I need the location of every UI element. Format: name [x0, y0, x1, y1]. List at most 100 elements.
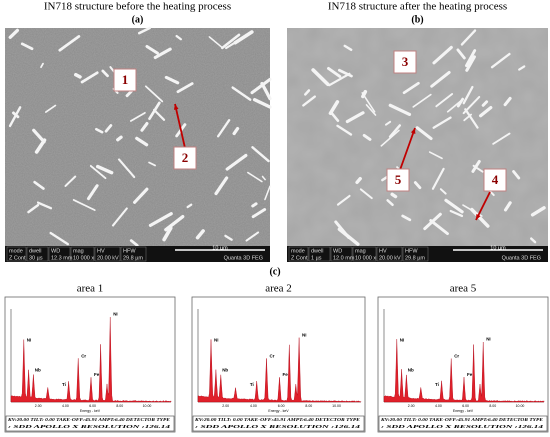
info-cell [352, 246, 377, 262]
precipitate [144, 85, 164, 103]
axis-tick-label: 6.00 [278, 404, 285, 408]
info-header: WD [333, 248, 342, 254]
info-value: 10 000 x [73, 255, 94, 261]
precipitate [432, 116, 452, 129]
spectrum-footer [5, 415, 175, 432]
precipitate [463, 113, 473, 122]
precipitate [8, 106, 22, 128]
info-cell [70, 246, 95, 262]
element-label: Ni [27, 338, 32, 343]
panel-title: IN718 structure before the heating proce… [44, 1, 231, 13]
info-cell [26, 246, 49, 262]
precipitate [72, 199, 96, 211]
precipitate [129, 111, 146, 122]
precipitate [413, 181, 422, 190]
precipitate [195, 229, 205, 240]
marker-label: 5 [395, 172, 402, 187]
spectrum-trace [10, 317, 172, 403]
footer-line: KV:20.00 TILT: 0.00 TAKE-OFF:45.91 AMPT:… [7, 417, 170, 422]
precipitate [148, 161, 156, 167]
precipitate [175, 34, 183, 41]
info-value: 12.3 mm [51, 255, 73, 261]
axis-title: Energy - keV [268, 409, 289, 413]
element-label: Ti [250, 382, 254, 387]
precipitate [481, 100, 489, 107]
precipitate [162, 226, 173, 242]
info-value: 1 µs [311, 255, 322, 261]
instrument: Quanta 3D FEG [502, 255, 541, 261]
precipitate [176, 82, 194, 94]
precipitate [386, 199, 394, 207]
precipitate [518, 65, 526, 71]
element-label: Nb [222, 367, 228, 372]
info-value: 12.0 mm [333, 255, 355, 261]
precipitate [247, 171, 263, 183]
marker-label: 2 [182, 150, 189, 165]
info-header: HV [97, 248, 105, 254]
panel-label: (b) [411, 14, 423, 25]
precipitate [58, 35, 81, 52]
precipitate [36, 201, 53, 210]
precipitate [80, 71, 99, 84]
axis-tick-label: 8.00 [305, 404, 312, 408]
precipitate [117, 158, 136, 179]
precipitate [431, 167, 445, 190]
precipitate [430, 70, 451, 88]
instrument: Quanta 3D FEG [224, 255, 263, 261]
info-cell [288, 246, 309, 262]
precipitate [32, 128, 46, 144]
precipitate [20, 42, 34, 51]
marker-box [483, 168, 507, 192]
spectrum-title: area 1 [77, 283, 104, 295]
precipitate [464, 108, 479, 129]
precipitate [412, 93, 432, 108]
precipitate [444, 198, 464, 214]
arrow [174, 103, 186, 149]
spectrum-trace [197, 337, 362, 403]
precipitate [33, 180, 45, 190]
arrow [399, 127, 416, 171]
precipitate [148, 212, 173, 227]
info-cell [376, 246, 403, 262]
footer-line: : SDD APOLLO X RESOLUTION :126.14 [8, 424, 171, 429]
precipitate [462, 85, 474, 105]
precipitate [40, 62, 44, 69]
precipitate [101, 69, 109, 78]
element-label: Fe [283, 372, 289, 377]
precipitate [27, 203, 40, 214]
precipitate [164, 75, 180, 85]
info-value: 29.8 µm [405, 255, 425, 261]
precipitate [337, 68, 353, 78]
info-cell [402, 246, 429, 262]
element-label: Ti [62, 382, 66, 387]
precipitate [264, 185, 271, 201]
axis-tick-label: 4.00 [250, 404, 257, 408]
footer-line: KV:20.00 TILT: 0.00 TAKE-OFF:45.91 AMPT:… [380, 417, 543, 422]
precipitate [260, 81, 272, 101]
spectrum-trace [383, 339, 545, 403]
precipitate [125, 89, 133, 98]
precipitate [355, 176, 362, 184]
axis-tick-label: 2.00 [222, 404, 229, 408]
info-cell [330, 246, 353, 262]
precipitate [217, 119, 231, 138]
precipitate [140, 121, 149, 132]
precipitate [129, 239, 139, 247]
info-header: mode [291, 248, 305, 254]
precipitate [362, 133, 372, 141]
panel-label: (c) [269, 266, 280, 277]
info-value: 20.00 kV [379, 255, 401, 261]
spectrum-frame [191, 296, 366, 433]
precipitate [116, 135, 123, 142]
element-label: Ni [113, 311, 118, 316]
precipitate [388, 103, 412, 116]
axis-tick-label: 8.00 [489, 404, 496, 408]
precipitate [221, 33, 241, 50]
footer-line: KV:20.00 TILT: 0.00 TAKE-OFF:45.91 AMPT:… [194, 417, 360, 422]
info-header: mag [73, 248, 84, 254]
marker-box [386, 168, 410, 192]
element-label: Ni [302, 332, 307, 337]
info-cell [48, 246, 71, 262]
precipitate [208, 36, 223, 49]
precipitate [402, 81, 420, 95]
